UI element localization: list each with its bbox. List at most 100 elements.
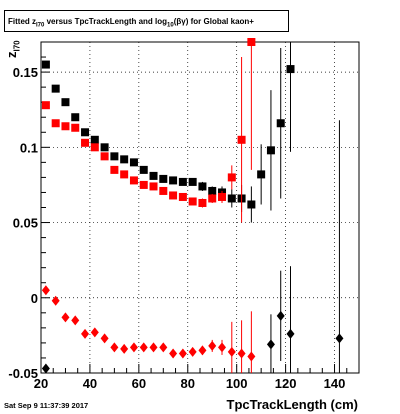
data-point [266,339,275,350]
data-point [169,191,178,200]
axes: 20 40 60 80 100 120 140 0.15 0.1 0.05 0 -0.05 [8,41,360,391]
chart-title-part: Fitted z [8,17,36,26]
data-point [178,192,187,201]
data-point [120,343,129,354]
data-point [90,327,99,338]
data-point [178,348,187,359]
chart-title: Fitted zI70 versus TpcTrackLength and lo… [4,10,289,32]
data-point [198,345,207,356]
data-point [51,84,60,93]
data-point [120,155,129,164]
data-point [188,346,197,357]
x-tick-label: 60 [132,376,146,391]
data-point [218,192,227,201]
data-point [41,363,50,374]
data-point [198,198,207,207]
data-point [100,143,109,152]
data-point [227,194,236,203]
y-axis-label-main: z [4,51,19,59]
data-point [120,170,129,179]
data-point [110,165,119,174]
data-point [81,138,90,147]
data-point [247,200,256,209]
chart-title-part: (βγ) for Global kaon+ [173,17,254,26]
data-point [159,186,168,195]
data-point [169,176,178,185]
data-point [110,342,119,353]
data-point [208,194,217,203]
y-tick-label: -0.05 [8,366,38,381]
x-tick-label: 120 [275,376,297,391]
data-point [149,182,158,191]
data-point [41,101,50,110]
data-point [51,295,60,306]
data-point [159,342,168,353]
series-group [41,120,344,374]
data-point [61,122,70,131]
data-point [149,171,158,180]
series-group [41,38,256,223]
x-tick-label: 20 [34,376,48,391]
data-point [139,165,148,174]
data-point [149,342,158,353]
x-tick-label: 40 [83,376,97,391]
data-point [286,328,295,339]
series-group [41,285,256,373]
data-point [208,340,217,351]
data-point [71,123,80,132]
data-point [159,174,168,183]
plot-frame [40,41,360,374]
y-tick-label: 0.05 [13,216,38,231]
data-point [61,98,70,107]
y-tick-label: 0 [31,291,38,306]
data-point [169,348,178,359]
x-tick-label: 140 [324,376,346,391]
data-point [188,177,197,186]
data-marks [41,38,344,374]
data-point [129,158,138,167]
y-axis-label-subscript: I70 [12,40,22,52]
y-tick-label: 0.15 [13,65,38,80]
y-axis-label: zI70 [4,40,22,58]
data-point [276,310,285,321]
data-point [71,315,80,326]
data-point [90,143,99,152]
data-point [139,342,148,353]
data-point [188,197,197,206]
data-point [110,152,119,161]
data-point [257,170,266,179]
data-point [139,180,148,189]
data-point [218,342,227,353]
data-point [129,342,138,353]
data-point [227,346,236,357]
data-point [247,351,256,362]
data-point [71,113,80,122]
x-tick-label: 100 [226,376,248,391]
data-point [247,38,256,46]
data-point [276,119,285,128]
data-point [198,182,207,191]
data-point [129,176,138,185]
data-point [41,285,50,296]
chart-title-part: versus TpcTrackLength and log [44,17,168,26]
data-point [335,333,344,344]
data-point [100,152,109,161]
data-point [61,312,70,323]
data-point [286,65,295,74]
data-point [81,128,90,137]
date-stamp: Sat Sep 9 11:37:39 2017 [4,401,89,410]
data-point [178,177,187,186]
data-point [51,119,60,128]
y-tick-label: 0.1 [20,140,38,155]
data-point [100,333,109,344]
data-point [227,173,236,182]
chart-title-subscript: 10 [167,22,174,29]
data-point [208,186,217,195]
data-point [266,146,275,155]
x-tick-label: 80 [181,376,195,391]
chart-title-subscript: I70 [36,22,45,29]
x-axis-label: TpcTrackLength (cm) [226,397,358,412]
data-point [81,328,90,339]
data-point [90,135,99,144]
